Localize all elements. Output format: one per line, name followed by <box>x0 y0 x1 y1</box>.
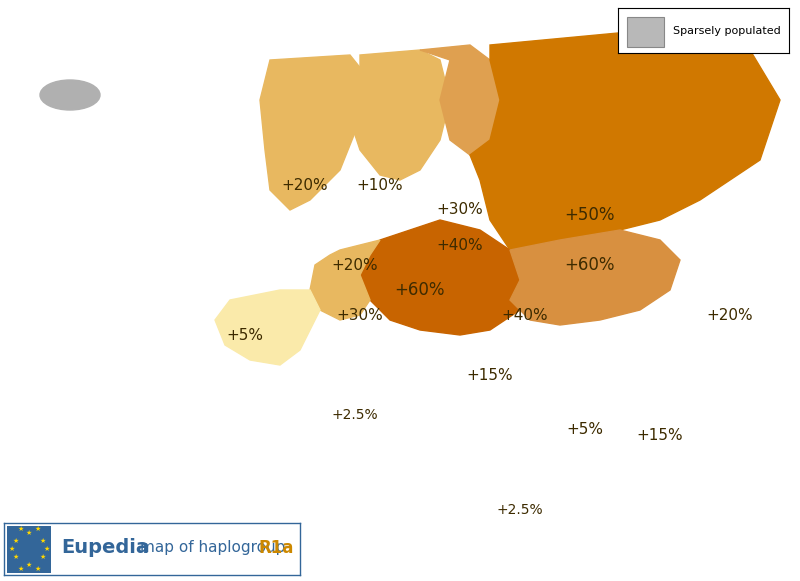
Text: ★: ★ <box>44 546 50 552</box>
Text: ★: ★ <box>8 546 14 552</box>
Text: ★: ★ <box>17 566 23 572</box>
Polygon shape <box>215 290 320 365</box>
Text: +10%: +10% <box>357 178 403 192</box>
Polygon shape <box>420 45 500 155</box>
Text: map of haplogroup: map of haplogroup <box>140 540 290 555</box>
Text: +15%: +15% <box>466 368 514 382</box>
Text: R1a: R1a <box>258 539 294 557</box>
Text: +20%: +20% <box>706 307 754 322</box>
Text: +50%: +50% <box>565 206 615 224</box>
Polygon shape <box>350 50 450 180</box>
Text: +40%: +40% <box>502 307 548 322</box>
Ellipse shape <box>40 80 100 110</box>
Text: Sparsely populated: Sparsely populated <box>673 26 781 36</box>
Polygon shape <box>260 55 370 210</box>
FancyBboxPatch shape <box>627 17 665 46</box>
Polygon shape <box>470 30 780 260</box>
Text: +60%: +60% <box>394 281 446 299</box>
Text: +5%: +5% <box>566 422 603 437</box>
Text: +2.5%: +2.5% <box>497 503 543 517</box>
FancyBboxPatch shape <box>7 525 51 573</box>
Text: ★: ★ <box>26 530 32 536</box>
Text: +30%: +30% <box>337 307 383 322</box>
Text: ★: ★ <box>13 538 19 544</box>
Text: ★: ★ <box>26 562 32 568</box>
Text: ★: ★ <box>17 526 23 532</box>
Text: ★: ★ <box>39 554 46 560</box>
Text: ★: ★ <box>39 538 46 544</box>
Text: ★: ★ <box>13 554 19 560</box>
Text: +30%: +30% <box>437 203 483 217</box>
Text: +60%: +60% <box>565 256 615 274</box>
Text: +40%: +40% <box>437 238 483 253</box>
Text: +20%: +20% <box>332 257 378 272</box>
Text: +2.5%: +2.5% <box>332 408 378 422</box>
Text: +20%: +20% <box>282 178 328 192</box>
Polygon shape <box>310 240 380 320</box>
Text: +5%: +5% <box>226 328 263 343</box>
Text: +15%: +15% <box>637 428 683 443</box>
Text: Eupedia: Eupedia <box>62 539 150 558</box>
Polygon shape <box>360 220 530 335</box>
Text: ★: ★ <box>35 566 41 572</box>
Polygon shape <box>510 230 680 325</box>
Text: ★: ★ <box>35 526 41 532</box>
